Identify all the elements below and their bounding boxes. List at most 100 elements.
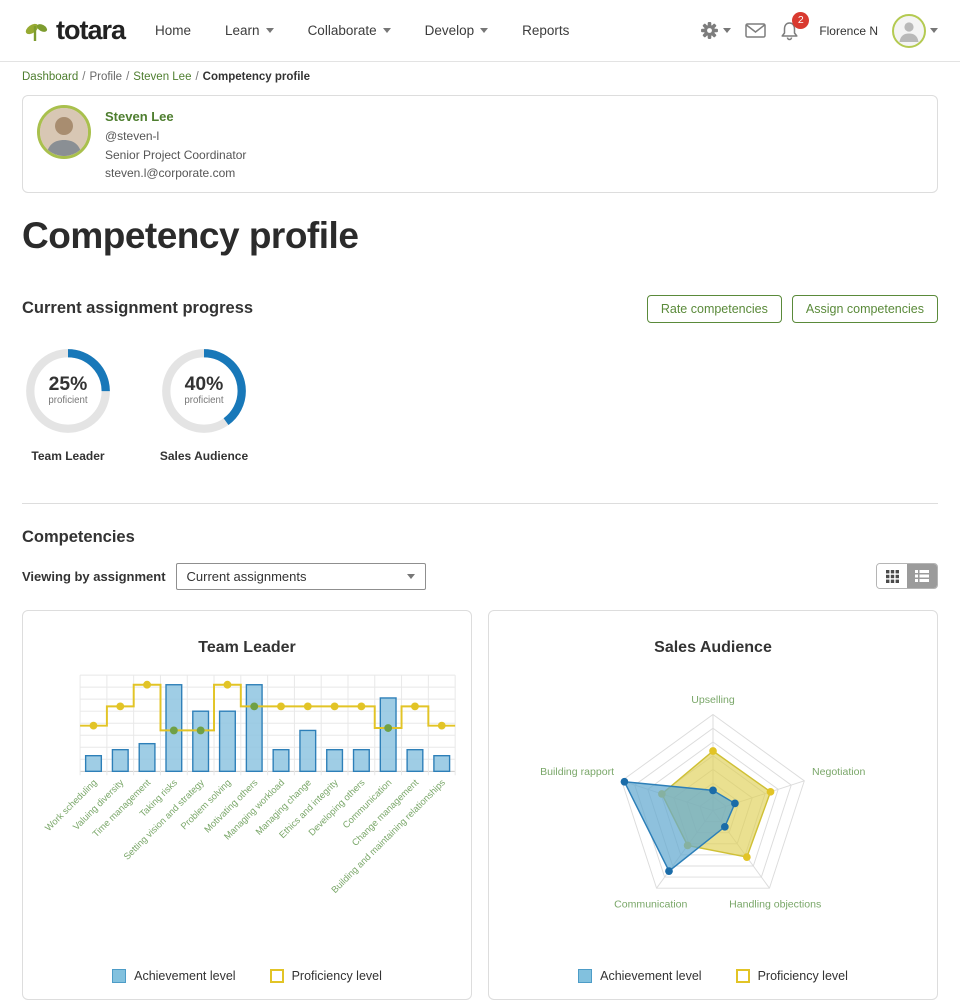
- donut-sublabel: proficient: [184, 395, 223, 406]
- proficiency-dot: [411, 702, 419, 711]
- chart-title: Sales Audience: [654, 638, 772, 656]
- viewing-by-assignment-label: Viewing by assignment: [22, 568, 166, 584]
- notifications-button[interactable]: 2: [780, 11, 810, 41]
- section-divider: [22, 502, 938, 504]
- donut-percent: 25%: [49, 374, 88, 395]
- nav-caret-icon: [382, 28, 391, 33]
- person-icon: [899, 21, 919, 42]
- legend-label: Proficiency level: [757, 968, 848, 983]
- proficiency-dot: [116, 702, 125, 711]
- breadcrumb-profile: Profile: [89, 71, 123, 83]
- team-leader-card: Team Leader Work scheduling Valuing diver…: [22, 609, 472, 1000]
- gear-icon: [701, 22, 719, 39]
- nav-caret-icon: [480, 28, 489, 33]
- bar: [326, 748, 344, 772]
- nav-item-develop[interactable]: Develop: [425, 23, 489, 38]
- achievement-swatch: [112, 968, 127, 983]
- bar: [272, 748, 290, 772]
- chart-title: Team Leader: [198, 638, 296, 656]
- proficiency-dot: [277, 702, 285, 711]
- view-mode-toggle: [876, 563, 938, 590]
- breadcrumb: Dashboard / Profile / Steven Lee / Competency …: [22, 71, 311, 83]
- top-nav-bar: totara Home Learn Collaborate Develop Report…: [0, 0, 960, 62]
- nav-item-home[interactable]: Home: [155, 23, 192, 38]
- nav-item-reports[interactable]: Reports: [522, 23, 570, 38]
- achievement-dot: [620, 777, 629, 786]
- proficiency-dot: [330, 702, 339, 711]
- achievement-dots: [620, 777, 739, 875]
- totara-logo[interactable]: totara: [22, 15, 126, 46]
- achievement-swatch: [578, 968, 593, 983]
- donut-title: Team Leader: [31, 448, 105, 463]
- legend-label: Proficiency level: [291, 968, 382, 983]
- bar: [379, 697, 397, 772]
- donut-percent: 40%: [185, 374, 224, 395]
- page-title: Competency profile: [22, 214, 359, 256]
- grid-view-button[interactable]: [877, 564, 907, 589]
- achievement-dot: [731, 799, 739, 808]
- rate-competencies-button[interactable]: Rate competencies: [646, 294, 782, 323]
- assignment-select-value: Current assignments: [186, 568, 307, 584]
- progress-donut-sales-audience: 40% proficient Sales Audience: [158, 345, 250, 463]
- achievement-polygon: [623, 780, 736, 873]
- proficiency-dot: [709, 747, 717, 755]
- axis-label: Handling objections: [729, 898, 821, 910]
- proficiency-swatch: [735, 968, 750, 983]
- list-icon: [915, 570, 929, 583]
- progress-section-heading: Current assignment progress: [22, 299, 254, 318]
- nav-item-learn[interactable]: Learn: [225, 23, 274, 38]
- achievement-dot: [709, 786, 717, 795]
- grid-icon: [885, 569, 899, 583]
- proficiency-dot: [143, 680, 151, 689]
- nav-caret-icon: [265, 28, 274, 33]
- proficiency-swatch: [269, 968, 284, 983]
- user-role: Senior Project Coordinator: [105, 147, 247, 162]
- bar: [299, 729, 317, 772]
- proficiency-dot: [169, 726, 178, 735]
- bar: [433, 754, 451, 772]
- breadcrumb-steven-lee[interactable]: Steven Lee: [133, 71, 192, 83]
- notification-badge: 2: [792, 11, 810, 29]
- user-name-link[interactable]: Steven Lee: [105, 109, 174, 124]
- proficiency-dot: [250, 702, 259, 711]
- proficiency-dot: [743, 853, 751, 861]
- axis-label: Negotiation: [812, 766, 865, 778]
- chart-legend: Achievement level Proficiency level: [31, 968, 463, 983]
- settings-menu[interactable]: [700, 21, 732, 40]
- user-email: steven.l@corporate.com: [105, 166, 236, 181]
- proficiency-dot: [384, 724, 393, 732]
- assignment-select[interactable]: Current assignments: [175, 562, 426, 590]
- avatar: [892, 13, 926, 48]
- proficiency-dot: [303, 702, 312, 711]
- list-view-button[interactable]: [907, 564, 937, 589]
- radar-axis-labels: Upselling Negotiation Handling objections C…: [540, 694, 865, 910]
- bar: [352, 748, 370, 772]
- sales-audience-radar-chart: Upselling Negotiation Handling objections C…: [540, 694, 865, 910]
- nav-item-collaborate[interactable]: Collaborate: [308, 23, 391, 38]
- assign-competencies-button[interactable]: Assign competencies: [791, 294, 938, 323]
- proficiency-dot: [196, 726, 205, 735]
- user-menu[interactable]: [892, 13, 938, 48]
- sales-audience-card: Sales Audience Upselling Negotiation Handl…: [488, 609, 938, 1000]
- breadcrumb-dashboard[interactable]: Dashboard: [22, 71, 79, 83]
- profile-photo: [37, 105, 91, 159]
- proficiency-dot: [437, 721, 446, 730]
- messages-button[interactable]: [745, 23, 767, 38]
- main-nav: Home Learn Collaborate Develop Reports: [155, 23, 569, 38]
- logo-text: totara: [56, 15, 126, 45]
- donut-title: Sales Audience: [159, 448, 249, 463]
- proficiency-dots: [89, 680, 446, 735]
- bar: [138, 742, 156, 772]
- legend-label: Achievement level: [134, 968, 236, 983]
- bar: [245, 683, 263, 772]
- proficiency-dot: [766, 787, 775, 796]
- achievement-dot: [665, 867, 673, 875]
- axis-label: Communication: [614, 898, 687, 910]
- bar: [84, 754, 103, 772]
- axis-label: Upselling: [691, 694, 735, 706]
- bar-grid: [79, 674, 456, 776]
- select-caret-icon: [406, 573, 415, 579]
- proficiency-dot: [357, 702, 366, 711]
